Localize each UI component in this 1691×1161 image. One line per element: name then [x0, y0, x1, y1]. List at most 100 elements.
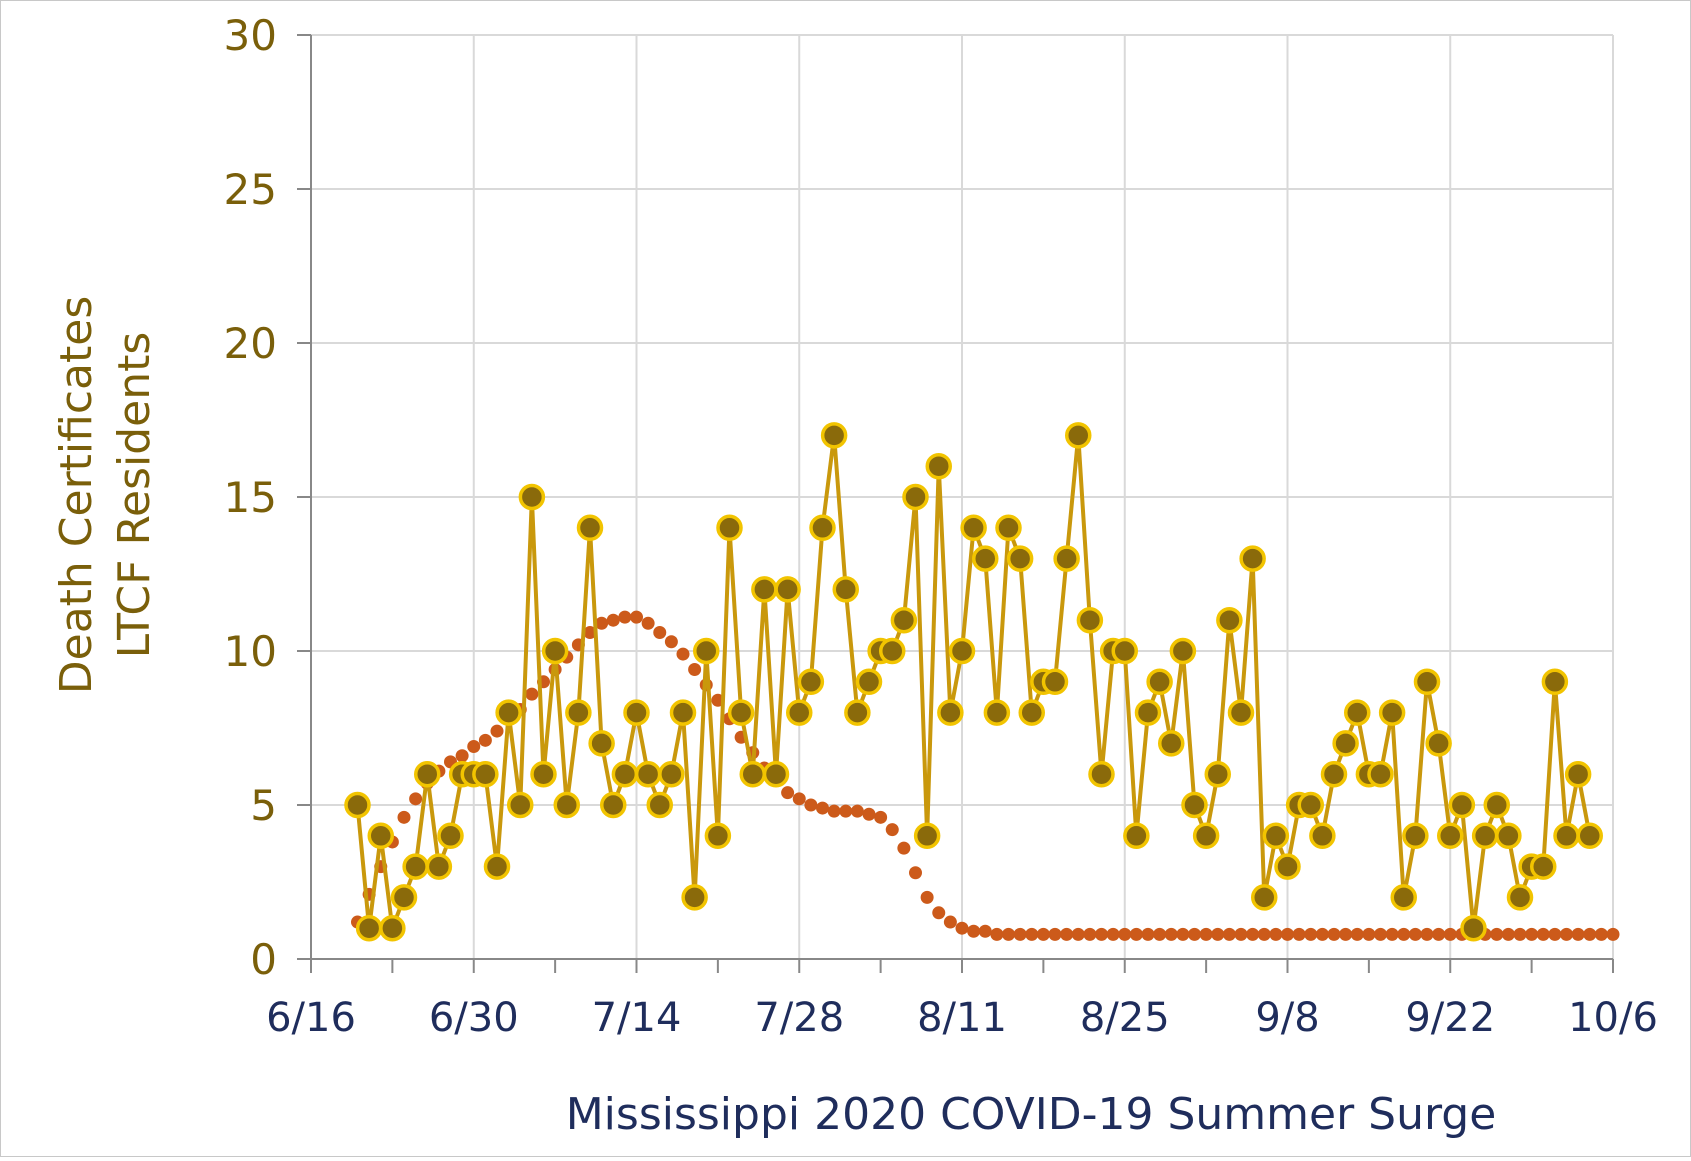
trend-dot [1594, 927, 1608, 941]
daily-marker [1332, 730, 1359, 757]
trend-dot [1304, 927, 1318, 941]
trend-dot [1246, 927, 1260, 941]
trend-dot [1269, 927, 1283, 941]
trend-dot [1350, 927, 1364, 941]
daily-marker [1158, 730, 1185, 757]
daily-marker [483, 853, 511, 880]
trend-dot [1060, 927, 1074, 941]
daily-marker [937, 699, 964, 726]
trend-dot [688, 662, 702, 676]
trend-dot [1199, 927, 1213, 941]
trend-dot [583, 626, 597, 640]
trend-dot [1292, 927, 1306, 941]
daily-marker [1192, 822, 1220, 850]
trend-dot [1048, 927, 1062, 941]
y-tick-labels: 0 5 10 15 20 25 30 [224, 11, 277, 984]
x-tick-label: 7/28 [754, 995, 844, 1041]
y-tick-label: 15 [224, 473, 277, 522]
daily-marker [1460, 914, 1487, 942]
trend-dot [1164, 927, 1178, 941]
trend-dot [641, 616, 655, 630]
trend-dot [1536, 927, 1550, 941]
daily-marker [1065, 422, 1092, 449]
trend-dot [1327, 927, 1341, 941]
trend-dot [1188, 927, 1201, 941]
daily-marker [611, 760, 639, 788]
trend-dot [478, 733, 492, 747]
daily-marker [762, 760, 790, 788]
daily-marker [832, 576, 859, 603]
trend-dot [1315, 927, 1329, 941]
trend-dot [1432, 927, 1446, 941]
daily-marker [507, 791, 534, 819]
trend-dot [1525, 927, 1539, 941]
trend-dot [1083, 927, 1097, 941]
daily-marker [1041, 668, 1069, 696]
trend-dot [1339, 927, 1353, 941]
daily-marker [890, 606, 918, 634]
trend-dot [1095, 927, 1108, 941]
trend-dot [1153, 927, 1167, 941]
daily-marker [820, 422, 848, 449]
y-axis-label-line1: Death Certificates [51, 296, 102, 695]
x-tick-label: 6/16 [266, 995, 356, 1041]
daily-marker [1309, 822, 1336, 850]
trend-dot [885, 823, 899, 837]
trend-dot [664, 635, 678, 649]
daily-marker [902, 483, 929, 511]
daily-marker [530, 760, 557, 788]
trend-dot [595, 616, 609, 630]
daily-marker [797, 668, 825, 696]
daily-marker [565, 699, 592, 726]
daily-marker [1413, 668, 1441, 696]
daily-marker [1390, 884, 1417, 911]
daily-marker [1216, 606, 1243, 634]
daily-marker [751, 576, 778, 603]
daily-marker [855, 668, 883, 696]
trend-dot [920, 890, 934, 904]
trend-dot [1513, 927, 1527, 941]
trend-dot [1176, 927, 1190, 941]
daily-marker [972, 545, 999, 572]
daily-marker [1471, 822, 1499, 850]
trend-dot [932, 906, 946, 920]
daily-marker [1076, 606, 1104, 634]
daily-marker [1437, 822, 1464, 850]
trend-dot [1118, 927, 1132, 941]
trend-dot [1222, 927, 1236, 941]
daily-marker [704, 822, 732, 850]
trend-dot [792, 792, 806, 806]
daily-marker [1134, 699, 1162, 726]
daily-marker [774, 576, 801, 603]
trend-dot [1036, 927, 1050, 941]
daily-marker [1576, 822, 1603, 850]
trend-dot [1501, 927, 1515, 941]
trend-dot [630, 610, 643, 624]
daily-marker [1297, 791, 1324, 819]
daily-marker [1053, 545, 1080, 572]
trend-dot [1571, 927, 1585, 941]
x-tick-labels: 6/16 6/30 7/14 7/28 8/11 8/25 9/8 9/22 10/6 [266, 995, 1658, 1041]
daily-marker [355, 914, 383, 942]
daily-marker [495, 699, 522, 726]
daily-marker [390, 884, 418, 911]
trend-dot [525, 687, 539, 701]
trend-dot [1106, 927, 1120, 941]
daily-marker [1344, 699, 1371, 726]
trend-dot [1234, 927, 1248, 941]
daily-marker [634, 760, 662, 788]
trend-dot [1408, 927, 1422, 941]
y-axis-label-line2: LTCF Residents [109, 332, 160, 659]
daily-marker [402, 853, 429, 880]
daily-marker [646, 791, 673, 819]
trend-dot [653, 626, 667, 640]
daily-marker [1274, 853, 1301, 880]
trend-dot [1420, 927, 1434, 941]
daily-marker [1146, 668, 1173, 696]
daily-marker [983, 699, 1011, 726]
y-tick-label: 30 [224, 11, 277, 60]
trend-dot [816, 801, 829, 815]
trend-dot [455, 749, 469, 763]
daily-marker [1378, 699, 1406, 726]
